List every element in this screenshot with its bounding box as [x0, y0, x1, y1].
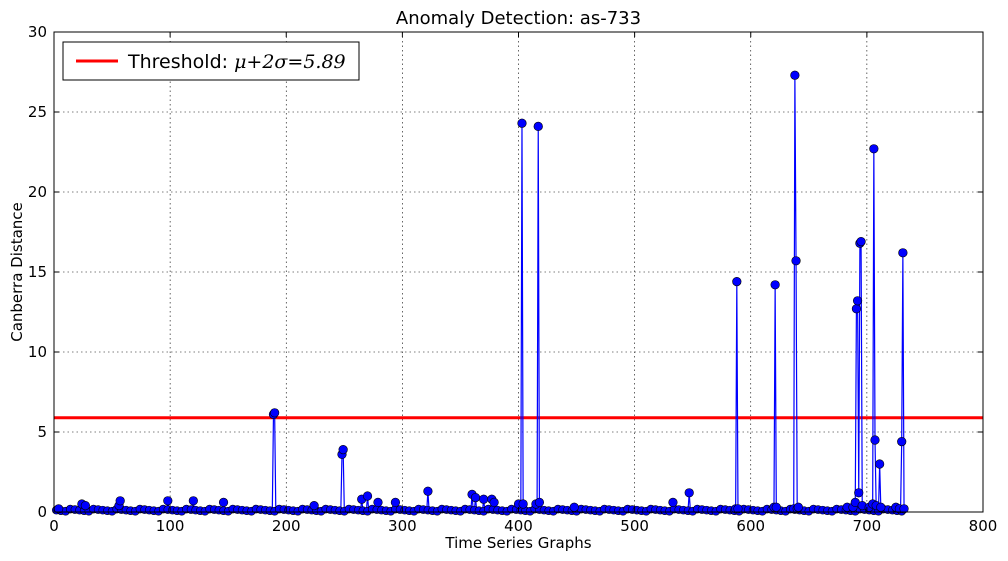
y-tick-label: 10	[28, 343, 47, 361]
data-point	[390, 497, 401, 508]
x-tick-label: 400	[504, 517, 533, 535]
data-point	[362, 491, 373, 501]
data-point	[533, 121, 543, 131]
data-point	[856, 237, 866, 247]
data-point	[733, 504, 743, 514]
data-point	[470, 493, 481, 503]
legend-entry-threshold: Threshold: μ+2σ=5.89	[127, 51, 346, 73]
y-axis-label: Canberra Distance	[8, 202, 26, 342]
y-tick-label: 25	[28, 103, 47, 121]
data-point	[489, 497, 499, 508]
data-point	[569, 502, 579, 512]
data-point	[270, 408, 280, 418]
data-point	[338, 445, 348, 455]
legend-threshold-formula: μ+2σ=5.89	[234, 51, 346, 73]
data-point	[479, 494, 489, 504]
data-point	[518, 499, 528, 509]
data-point	[732, 277, 742, 287]
data-point	[423, 486, 433, 496]
y-tick-label: 5	[37, 423, 47, 441]
data-point	[309, 501, 319, 511]
y-tick-label: 20	[28, 183, 47, 201]
x-axis-label: Time Series Graphs	[444, 534, 591, 552]
data-point	[790, 70, 800, 80]
data-point	[115, 496, 125, 506]
x-tick-label: 700	[853, 517, 882, 535]
grid-lines	[54, 32, 983, 512]
data-point	[899, 504, 909, 514]
data-point	[373, 497, 383, 508]
x-tick-label: 300	[388, 517, 417, 535]
data-point	[854, 488, 864, 498]
data-point	[770, 280, 780, 290]
data-point	[668, 497, 678, 508]
data-point	[163, 496, 173, 506]
data-point	[517, 118, 527, 128]
data-point	[851, 304, 862, 314]
legend: Threshold: μ+2σ=5.89	[62, 41, 360, 81]
data-point	[188, 496, 198, 506]
data-point	[869, 144, 879, 154]
data-point	[876, 502, 886, 512]
data-point	[898, 248, 908, 258]
data-point	[870, 435, 880, 445]
y-tick-label: 15	[28, 263, 47, 281]
y-tick-label: 30	[28, 23, 47, 41]
data-point	[771, 502, 781, 512]
data-point	[897, 437, 907, 447]
legend-threshold-prefix: Threshold:	[127, 51, 234, 73]
x-tick-label: 600	[736, 517, 765, 535]
x-tick-label: 800	[969, 517, 998, 535]
data-point	[852, 296, 863, 306]
chart-title: Anomaly Detection: as-733	[396, 8, 641, 29]
data-point	[684, 488, 694, 498]
axis-ticks: 0 100 200 300 400 500 600 700 800 0 5 10 15 20 25 30	[28, 23, 997, 535]
data-point	[793, 502, 803, 512]
x-tick-label: 0	[49, 517, 59, 535]
x-tick-label: 500	[620, 517, 649, 535]
x-tick-label: 100	[156, 517, 185, 535]
data-point	[80, 501, 90, 511]
data-point	[534, 497, 545, 508]
y-tick-label: 0	[37, 503, 47, 521]
data-point	[791, 256, 801, 266]
x-tick-label: 200	[272, 517, 301, 535]
data-point	[218, 497, 229, 508]
data-point	[875, 459, 885, 469]
